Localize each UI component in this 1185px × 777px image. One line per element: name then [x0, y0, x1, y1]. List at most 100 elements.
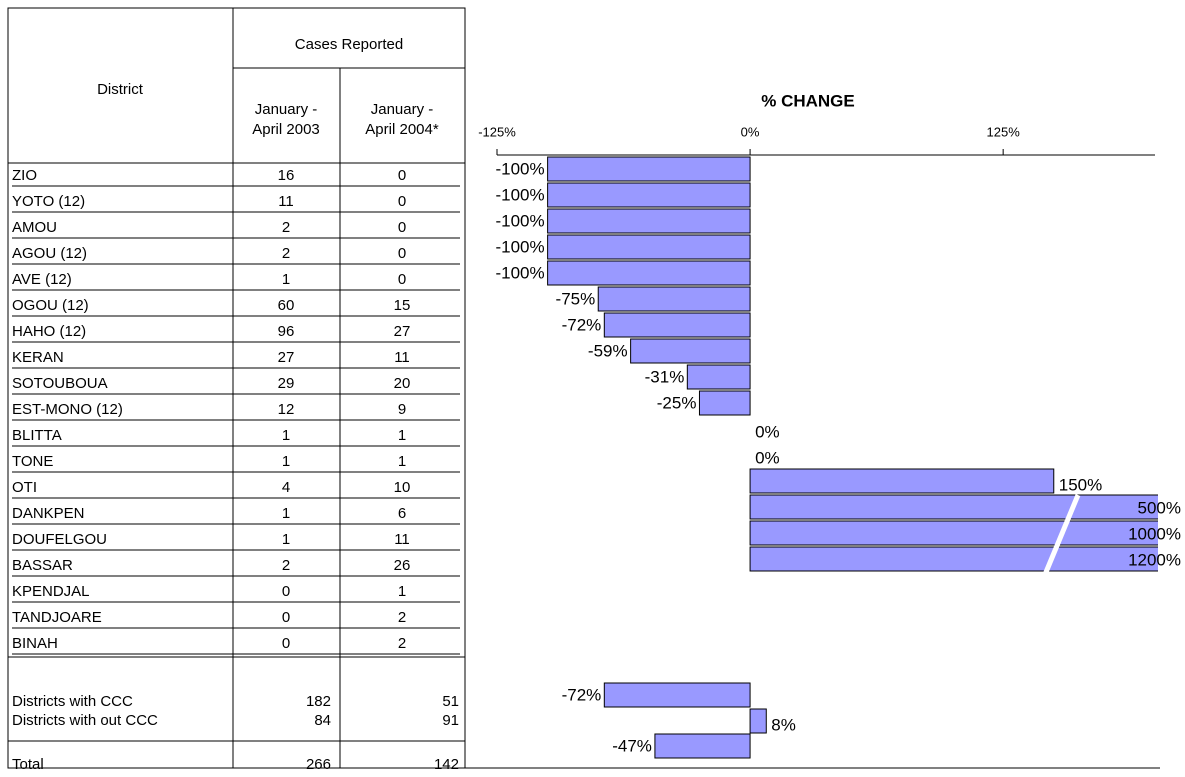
cell: 20 [394, 375, 411, 392]
cell: 0 [282, 635, 290, 652]
value-label: -72% [562, 315, 602, 334]
district: DANKPEN [12, 505, 85, 522]
cell: 60 [278, 297, 295, 314]
cell: 2 [398, 609, 406, 626]
cell: 2 [282, 219, 290, 236]
header: District [97, 81, 144, 98]
value-label: -100% [495, 263, 544, 282]
x-tick-label: 125% [987, 124, 1021, 139]
cell: 96 [278, 323, 295, 340]
cell: 0 [282, 609, 290, 626]
bar [630, 338, 751, 364]
cell: 84 [314, 712, 331, 729]
cell: 0 [398, 271, 406, 288]
cell: 11 [394, 531, 410, 548]
value-label: -25% [657, 393, 697, 412]
cell: 1 [282, 453, 290, 470]
cell: 2 [282, 245, 290, 262]
value-label: 1200% [1128, 550, 1181, 569]
cell: 27 [278, 349, 295, 366]
cell: 0 [282, 583, 290, 600]
district: OGOU (12) [12, 297, 89, 314]
value-label: 1000% [1128, 524, 1181, 543]
cell: 0 [398, 219, 406, 236]
value-label: -31% [645, 367, 685, 386]
cell: 182 [306, 693, 331, 710]
bar [749, 708, 767, 734]
value-label: -75% [556, 289, 596, 308]
district: Districts with out CCC [12, 712, 158, 729]
cell: 1 [282, 505, 290, 522]
district: EST-MONO (12) [12, 401, 123, 418]
bar [749, 520, 1158, 546]
cell: 2 [398, 635, 406, 652]
district: BLITTA [12, 427, 62, 444]
cell: 29 [278, 375, 295, 392]
header: Cases Reported [295, 36, 403, 53]
value-label: -47% [612, 736, 652, 755]
x-tick-label: -125% [478, 124, 516, 139]
district: BASSAR [12, 557, 73, 574]
cell: 91 [442, 712, 459, 729]
bar [749, 494, 1158, 520]
bar [686, 364, 751, 390]
bar [749, 468, 1055, 494]
header: April 2004* [365, 121, 439, 138]
cell: 0 [398, 245, 406, 262]
bar [603, 312, 751, 338]
district: AMOU [12, 219, 57, 236]
cell: 11 [278, 193, 294, 210]
cell: 27 [394, 323, 411, 340]
cell: 1 [282, 531, 290, 548]
bar [597, 286, 751, 312]
value-label: -100% [495, 237, 544, 256]
district: KERAN [12, 349, 64, 366]
district: Total [12, 756, 44, 772]
bar [547, 260, 751, 286]
cell: 142 [434, 756, 459, 772]
cell: 1 [398, 427, 406, 444]
district: TANDJOARE [12, 609, 102, 626]
bar [603, 682, 751, 708]
cell: 1 [398, 583, 406, 600]
bar [547, 234, 751, 260]
cell: 0 [398, 167, 406, 184]
district: OTI [12, 479, 37, 496]
bar [547, 156, 751, 182]
cell: 4 [282, 479, 290, 496]
value-label: -72% [562, 685, 602, 704]
cell: 12 [278, 401, 295, 418]
bar [547, 208, 751, 234]
x-tick-label: 0% [741, 124, 760, 139]
value-label: 0% [755, 448, 780, 467]
district: KPENDJAL [12, 583, 90, 600]
cell: 16 [278, 167, 295, 184]
cell: 26 [394, 557, 411, 574]
value-label: -100% [495, 159, 544, 178]
cell: 9 [398, 401, 406, 418]
district: HAHO (12) [12, 323, 86, 340]
bar [547, 182, 751, 208]
district: Districts with CCC [12, 693, 133, 710]
table-border [7, 7, 466, 769]
value-label: 150% [1059, 475, 1102, 494]
cell: 10 [394, 479, 411, 496]
district: YOTO (12) [12, 193, 85, 210]
cell: 11 [394, 349, 410, 366]
bar [654, 733, 751, 759]
district: ZIO [12, 167, 37, 184]
bar [749, 546, 1158, 572]
cell: 1 [398, 453, 406, 470]
value-label: -100% [495, 185, 544, 204]
district: AGOU (12) [12, 245, 87, 262]
axis-break [1041, 494, 1081, 578]
header: January - [371, 101, 434, 118]
cell: 1 [282, 427, 290, 444]
district: SOTOUBOUA [12, 375, 108, 392]
cell: 15 [394, 297, 411, 314]
district: DOUFELGOU [12, 531, 107, 548]
value-label: -59% [588, 341, 628, 360]
bar [698, 390, 751, 416]
district: BINAH [12, 635, 58, 652]
cell: 2 [282, 557, 290, 574]
